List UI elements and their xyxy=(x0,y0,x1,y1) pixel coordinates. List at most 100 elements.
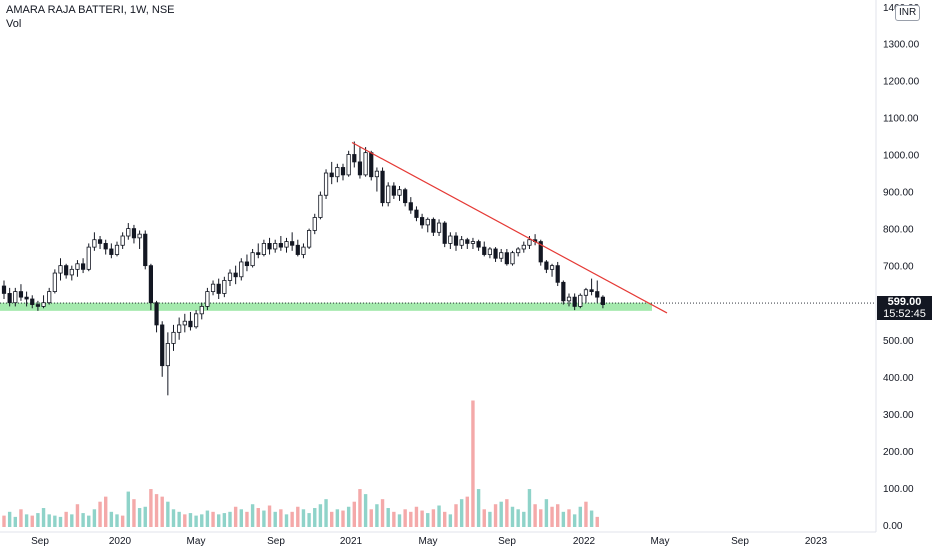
candle[interactable] xyxy=(312,213,317,235)
candle[interactable] xyxy=(103,239,108,255)
candle[interactable] xyxy=(453,232,459,251)
candle[interactable] xyxy=(13,287,18,307)
candle[interactable] xyxy=(267,237,272,255)
candle[interactable] xyxy=(408,197,413,214)
candle[interactable] xyxy=(278,236,283,251)
candle[interactable] xyxy=(177,317,182,340)
candle[interactable] xyxy=(476,239,481,251)
candle[interactable] xyxy=(329,161,334,185)
candle[interactable] xyxy=(397,185,402,201)
volume-legend-label[interactable]: Vol xyxy=(6,18,22,30)
candle[interactable] xyxy=(199,302,204,320)
candle[interactable] xyxy=(64,263,69,279)
time-axis[interactable]: Sep 2020 May Sep 2021 May Sep 2022 May Sep 2023 xyxy=(31,536,827,547)
candle[interactable] xyxy=(47,287,52,305)
candle[interactable] xyxy=(521,241,526,253)
candle[interactable] xyxy=(578,293,583,309)
candle[interactable] xyxy=(148,263,153,311)
candle[interactable] xyxy=(18,284,24,301)
candle[interactable] xyxy=(295,239,300,257)
candle[interactable] xyxy=(487,247,493,259)
candle[interactable] xyxy=(357,147,363,179)
candle[interactable] xyxy=(544,260,549,274)
candle[interactable] xyxy=(482,241,487,257)
candle[interactable] xyxy=(414,206,419,222)
candle[interactable] xyxy=(290,232,295,251)
candle[interactable] xyxy=(555,261,560,287)
candle[interactable] xyxy=(154,300,159,333)
candle[interactable] xyxy=(193,310,199,329)
candle[interactable] xyxy=(35,300,41,311)
candle[interactable] xyxy=(216,278,221,299)
candle[interactable] xyxy=(171,324,176,351)
candle[interactable] xyxy=(256,243,261,259)
candle[interactable] xyxy=(41,295,46,309)
candle[interactable] xyxy=(374,167,380,192)
candle[interactable] xyxy=(120,232,125,249)
candle[interactable] xyxy=(261,239,267,257)
candle[interactable] xyxy=(363,147,368,177)
candle[interactable] xyxy=(244,254,250,272)
candle[interactable] xyxy=(75,260,80,277)
candle[interactable] xyxy=(143,230,148,270)
candle[interactable] xyxy=(442,221,447,248)
candle[interactable] xyxy=(470,237,476,249)
candle[interactable] xyxy=(92,232,97,251)
support-zone[interactable] xyxy=(0,302,652,311)
candle[interactable] xyxy=(227,269,233,287)
candle[interactable] xyxy=(352,141,357,168)
candle[interactable] xyxy=(205,287,210,311)
candle[interactable] xyxy=(335,163,340,183)
candle[interactable] xyxy=(58,258,63,281)
candle[interactable] xyxy=(425,217,430,233)
candle[interactable] xyxy=(493,247,498,262)
descending-trendline[interactable] xyxy=(351,142,668,314)
candle[interactable] xyxy=(69,265,74,281)
candle[interactable] xyxy=(114,241,120,257)
candle[interactable] xyxy=(273,239,278,253)
candle[interactable] xyxy=(419,213,425,229)
candle[interactable] xyxy=(7,287,12,307)
candle[interactable] xyxy=(160,321,165,377)
candle[interactable] xyxy=(306,228,312,249)
candle[interactable] xyxy=(566,293,572,307)
price-axis[interactable]: 1400.00 1300.001200.001100.001000.00900.… xyxy=(883,3,920,532)
candle[interactable] xyxy=(533,234,538,246)
candle[interactable] xyxy=(233,265,238,285)
candle[interactable] xyxy=(188,311,193,331)
candle[interactable] xyxy=(318,191,323,220)
candle[interactable] xyxy=(386,182,391,207)
candle[interactable] xyxy=(210,280,216,296)
candle[interactable] xyxy=(109,243,114,259)
candle[interactable] xyxy=(81,258,86,274)
candle[interactable] xyxy=(323,169,329,199)
candle[interactable] xyxy=(436,219,442,237)
candle[interactable] xyxy=(600,295,606,309)
candle[interactable] xyxy=(510,250,515,266)
candle[interactable] xyxy=(459,236,464,249)
candle[interactable] xyxy=(131,224,137,244)
candle[interactable] xyxy=(516,247,521,257)
candle[interactable] xyxy=(301,243,306,259)
candle[interactable] xyxy=(182,313,187,333)
candle[interactable] xyxy=(97,236,103,249)
candle[interactable] xyxy=(583,287,589,303)
candle[interactable] xyxy=(465,237,470,249)
candle[interactable] xyxy=(499,248,504,262)
currency-badge[interactable]: INR xyxy=(895,5,921,21)
candle[interactable] xyxy=(1,280,7,299)
candle[interactable] xyxy=(572,293,577,311)
candle[interactable] xyxy=(346,150,351,177)
candle[interactable] xyxy=(250,248,255,268)
candle[interactable] xyxy=(391,182,396,199)
candle[interactable] xyxy=(30,295,35,309)
candle[interactable] xyxy=(24,291,29,307)
candle[interactable] xyxy=(165,332,170,396)
candle[interactable] xyxy=(561,280,566,305)
candle[interactable] xyxy=(239,258,244,281)
candle[interactable] xyxy=(284,237,289,253)
candle[interactable] xyxy=(86,243,91,272)
candle[interactable] xyxy=(504,248,509,266)
candle[interactable] xyxy=(340,163,346,181)
candle[interactable] xyxy=(403,187,408,207)
